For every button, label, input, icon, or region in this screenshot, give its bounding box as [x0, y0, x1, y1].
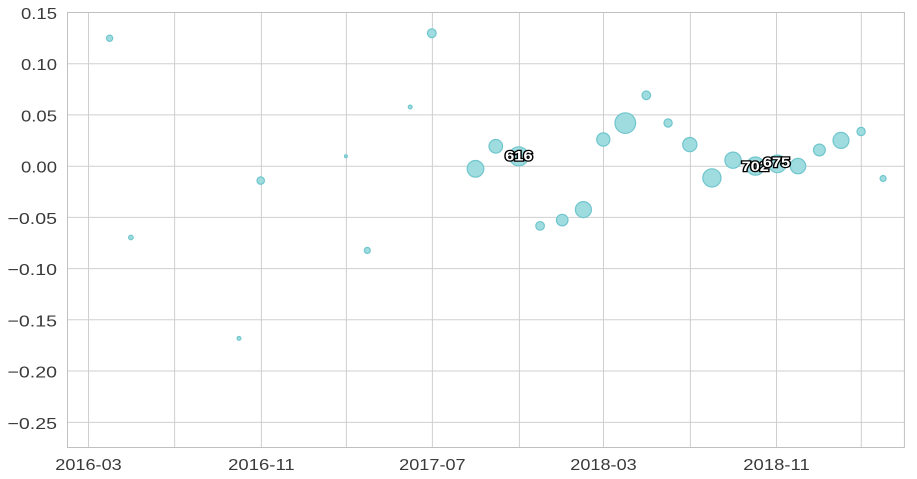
- svg-text:616: 616: [505, 149, 533, 164]
- svg-text:−0.20: −0.20: [8, 365, 58, 382]
- svg-text:2018-11: 2018-11: [743, 457, 810, 474]
- svg-text:675: 675: [763, 155, 791, 170]
- svg-text:2016-11: 2016-11: [228, 457, 295, 474]
- svg-text:702: 702: [742, 159, 769, 174]
- svg-text:0.00: 0.00: [21, 160, 57, 177]
- svg-text:0.10: 0.10: [21, 57, 57, 74]
- svg-text:2016-03: 2016-03: [55, 457, 122, 474]
- svg-text:−0.10: −0.10: [8, 262, 58, 279]
- svg-text:−0.25: −0.25: [8, 416, 58, 433]
- svg-text:−0.15: −0.15: [8, 313, 58, 330]
- svg-text:−0.05: −0.05: [8, 211, 58, 228]
- svg-text:0.05: 0.05: [21, 108, 57, 125]
- svg-text:2018-03: 2018-03: [570, 457, 637, 474]
- svg-text:2017-07: 2017-07: [399, 457, 466, 474]
- svg-text:0.15: 0.15: [21, 6, 57, 23]
